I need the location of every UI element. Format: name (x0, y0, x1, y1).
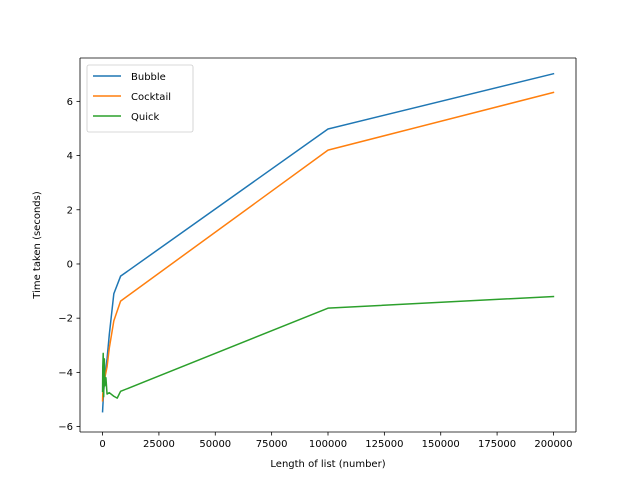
ticks: 0 25000 50000 75000 100000 125000 150000 175000… (58, 97, 572, 450)
x-axis-label: Length of list (number) (270, 459, 385, 470)
y-tick-label: −4 (58, 368, 73, 379)
x-tick-label: 125000 (365, 439, 403, 450)
x-tick-label: 150000 (422, 439, 460, 450)
y-tick-label: 4 (67, 151, 73, 162)
x-tick-label: 100000 (309, 439, 347, 450)
y-tick-label: −6 (58, 422, 73, 433)
x-tick-label: 50000 (199, 439, 231, 450)
x-tick-label: 175000 (478, 439, 516, 450)
series-lines (101, 72, 555, 413)
y-axis-label: Time taken (seconds) (32, 191, 43, 300)
y-tick-label: 0 (67, 259, 73, 270)
legend-label-cocktail: Cocktail (131, 92, 171, 103)
y-tick-label: 6 (67, 97, 73, 108)
legend: Bubble Cocktail Quick (86, 64, 194, 133)
legend-label-bubble: Bubble (131, 72, 166, 83)
x-tick-label: 200000 (534, 439, 572, 450)
legend-label-quick: Quick (131, 112, 159, 123)
y-tick-label: −2 (58, 314, 73, 325)
y-tick-label: 2 (67, 205, 73, 216)
x-tick-label: 25000 (143, 439, 175, 450)
x-tick-label: 0 (99, 439, 105, 450)
x-tick-label: 75000 (256, 439, 288, 450)
series-line-quick (101, 295, 555, 399)
